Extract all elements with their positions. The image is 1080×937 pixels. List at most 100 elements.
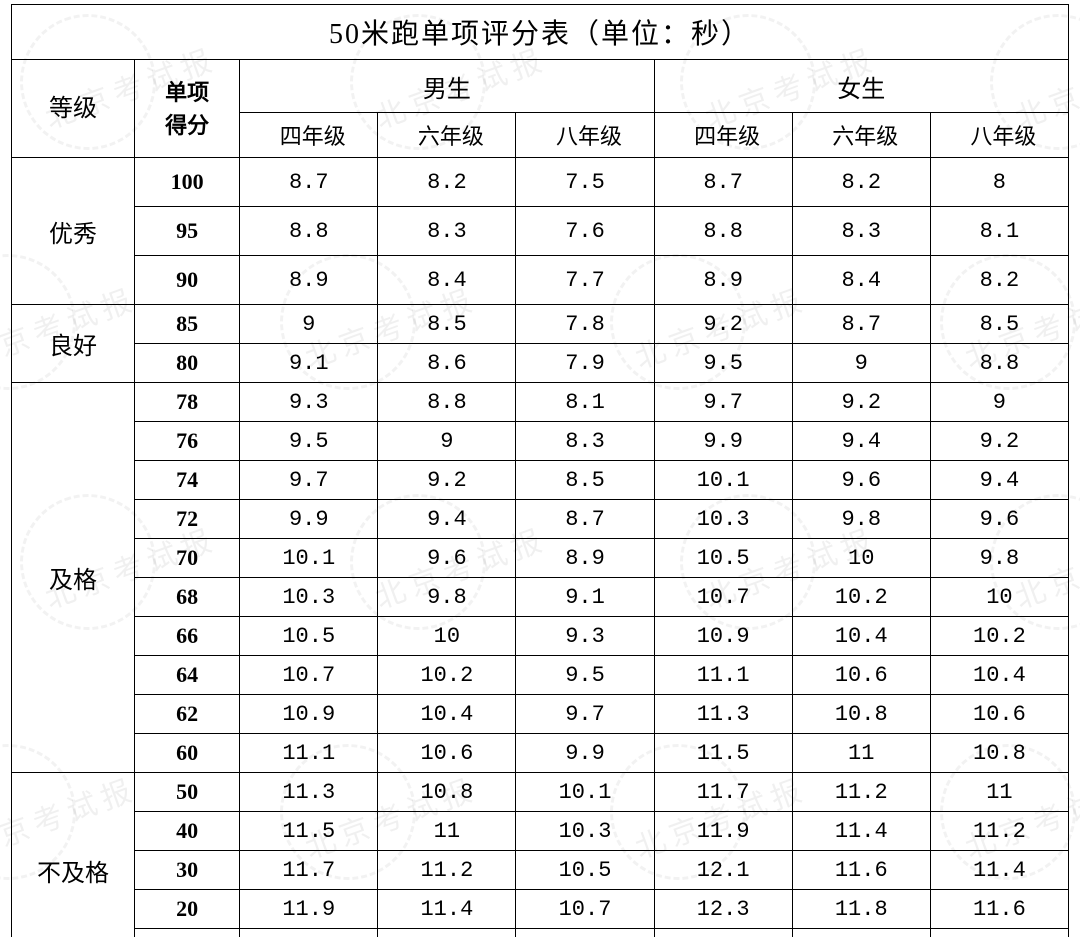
value-cell: 12.3 bbox=[654, 890, 792, 929]
value-cell: 7.6 bbox=[516, 207, 654, 256]
header-score: 单项得分 bbox=[135, 60, 240, 158]
value-cell: 12.1 bbox=[240, 929, 378, 937]
value-cell: 10.1 bbox=[516, 773, 654, 812]
value-cell: 11.6 bbox=[378, 929, 516, 937]
value-cell: 11.3 bbox=[240, 773, 378, 812]
value-cell: 9.4 bbox=[378, 500, 516, 539]
value-cell: 9.1 bbox=[240, 344, 378, 383]
value-cell: 7.5 bbox=[516, 158, 654, 207]
value-cell: 8.2 bbox=[792, 158, 930, 207]
value-cell: 8.3 bbox=[516, 422, 654, 461]
score-cell: 74 bbox=[135, 461, 240, 500]
table-row: 不及格5011.310.810.111.711.211 bbox=[12, 773, 1069, 812]
value-cell: 9.2 bbox=[654, 305, 792, 344]
value-cell: 10.4 bbox=[930, 656, 1068, 695]
score-cell: 80 bbox=[135, 344, 240, 383]
value-cell: 8.4 bbox=[792, 256, 930, 305]
value-cell: 10.4 bbox=[792, 617, 930, 656]
value-cell: 9.2 bbox=[378, 461, 516, 500]
value-cell: 10.2 bbox=[378, 656, 516, 695]
value-cell: 11.4 bbox=[930, 851, 1068, 890]
value-cell: 9.6 bbox=[792, 461, 930, 500]
value-cell: 8.1 bbox=[516, 383, 654, 422]
value-cell: 10.8 bbox=[378, 773, 516, 812]
header-sub: 六年级 bbox=[792, 113, 930, 158]
value-cell: 12 bbox=[792, 929, 930, 937]
header-female: 女生 bbox=[654, 60, 1068, 113]
value-cell: 8.7 bbox=[240, 158, 378, 207]
value-cell: 8.7 bbox=[654, 158, 792, 207]
score-cell: 64 bbox=[135, 656, 240, 695]
table-row: 729.99.48.710.39.89.6 bbox=[12, 500, 1069, 539]
value-cell: 11 bbox=[930, 773, 1068, 812]
value-cell: 8.1 bbox=[930, 207, 1068, 256]
header-sub: 四年级 bbox=[654, 113, 792, 158]
table-row: 6011.110.69.911.51110.8 bbox=[12, 734, 1069, 773]
value-cell: 11.8 bbox=[930, 929, 1068, 937]
score-cell: 62 bbox=[135, 695, 240, 734]
value-cell: 8.9 bbox=[654, 256, 792, 305]
value-cell: 11.2 bbox=[792, 773, 930, 812]
table-row: 809.18.67.99.598.8 bbox=[12, 344, 1069, 383]
value-cell: 8 bbox=[930, 158, 1068, 207]
value-cell: 9.9 bbox=[516, 734, 654, 773]
value-cell: 8.4 bbox=[378, 256, 516, 305]
grade-cell: 良好 bbox=[12, 305, 135, 383]
value-cell: 11.2 bbox=[930, 812, 1068, 851]
value-cell: 8.8 bbox=[378, 383, 516, 422]
value-cell: 7.8 bbox=[516, 305, 654, 344]
header-sub: 四年级 bbox=[240, 113, 378, 158]
score-cell: 90 bbox=[135, 256, 240, 305]
value-cell: 8.7 bbox=[792, 305, 930, 344]
value-cell: 8.3 bbox=[792, 207, 930, 256]
score-cell: 20 bbox=[135, 890, 240, 929]
value-cell: 8.8 bbox=[930, 344, 1068, 383]
table-row: 6610.5109.310.910.410.2 bbox=[12, 617, 1069, 656]
value-cell: 8.9 bbox=[516, 539, 654, 578]
value-cell: 11.5 bbox=[240, 812, 378, 851]
table-row: 749.79.28.510.19.69.4 bbox=[12, 461, 1069, 500]
value-cell: 9.7 bbox=[240, 461, 378, 500]
grade-cell: 及格 bbox=[12, 383, 135, 773]
value-cell: 9.9 bbox=[654, 422, 792, 461]
value-cell: 9.3 bbox=[516, 617, 654, 656]
table-row: 958.88.37.68.88.38.1 bbox=[12, 207, 1069, 256]
value-cell: 10.6 bbox=[930, 695, 1068, 734]
value-cell: 10.7 bbox=[240, 656, 378, 695]
value-cell: 10.8 bbox=[930, 734, 1068, 773]
score-cell: 78 bbox=[135, 383, 240, 422]
score-cell: 10 bbox=[135, 929, 240, 937]
value-cell: 12.1 bbox=[654, 851, 792, 890]
value-cell: 10.3 bbox=[240, 578, 378, 617]
value-cell: 11.2 bbox=[378, 851, 516, 890]
value-cell: 11.9 bbox=[240, 890, 378, 929]
value-cell: 11.1 bbox=[654, 656, 792, 695]
value-cell: 10.8 bbox=[792, 695, 930, 734]
header-grade: 等级 bbox=[12, 60, 135, 158]
score-cell: 60 bbox=[135, 734, 240, 773]
table-row: 7010.19.68.910.5109.8 bbox=[12, 539, 1069, 578]
title-row: 50米跑单项评分表（单位：秒） bbox=[12, 5, 1069, 60]
value-cell: 10.9 bbox=[240, 695, 378, 734]
value-cell: 11.8 bbox=[792, 890, 930, 929]
value-cell: 8.2 bbox=[930, 256, 1068, 305]
header-sub: 六年级 bbox=[378, 113, 516, 158]
value-cell: 11 bbox=[792, 734, 930, 773]
value-cell: 11 bbox=[378, 812, 516, 851]
value-cell: 11.1 bbox=[240, 734, 378, 773]
value-cell: 10.7 bbox=[654, 578, 792, 617]
score-cell: 85 bbox=[135, 305, 240, 344]
value-cell: 8.7 bbox=[516, 500, 654, 539]
score-cell: 68 bbox=[135, 578, 240, 617]
value-cell: 11.6 bbox=[792, 851, 930, 890]
table-row: 4011.51110.311.911.411.2 bbox=[12, 812, 1069, 851]
value-cell: 10.6 bbox=[378, 734, 516, 773]
value-cell: 8.5 bbox=[516, 461, 654, 500]
value-cell: 11.7 bbox=[240, 851, 378, 890]
value-cell: 10 bbox=[378, 617, 516, 656]
score-cell: 70 bbox=[135, 539, 240, 578]
value-cell: 9.3 bbox=[240, 383, 378, 422]
value-cell: 10.7 bbox=[516, 890, 654, 929]
table-row: 6810.39.89.110.710.210 bbox=[12, 578, 1069, 617]
table-row: 769.598.39.99.49.2 bbox=[12, 422, 1069, 461]
